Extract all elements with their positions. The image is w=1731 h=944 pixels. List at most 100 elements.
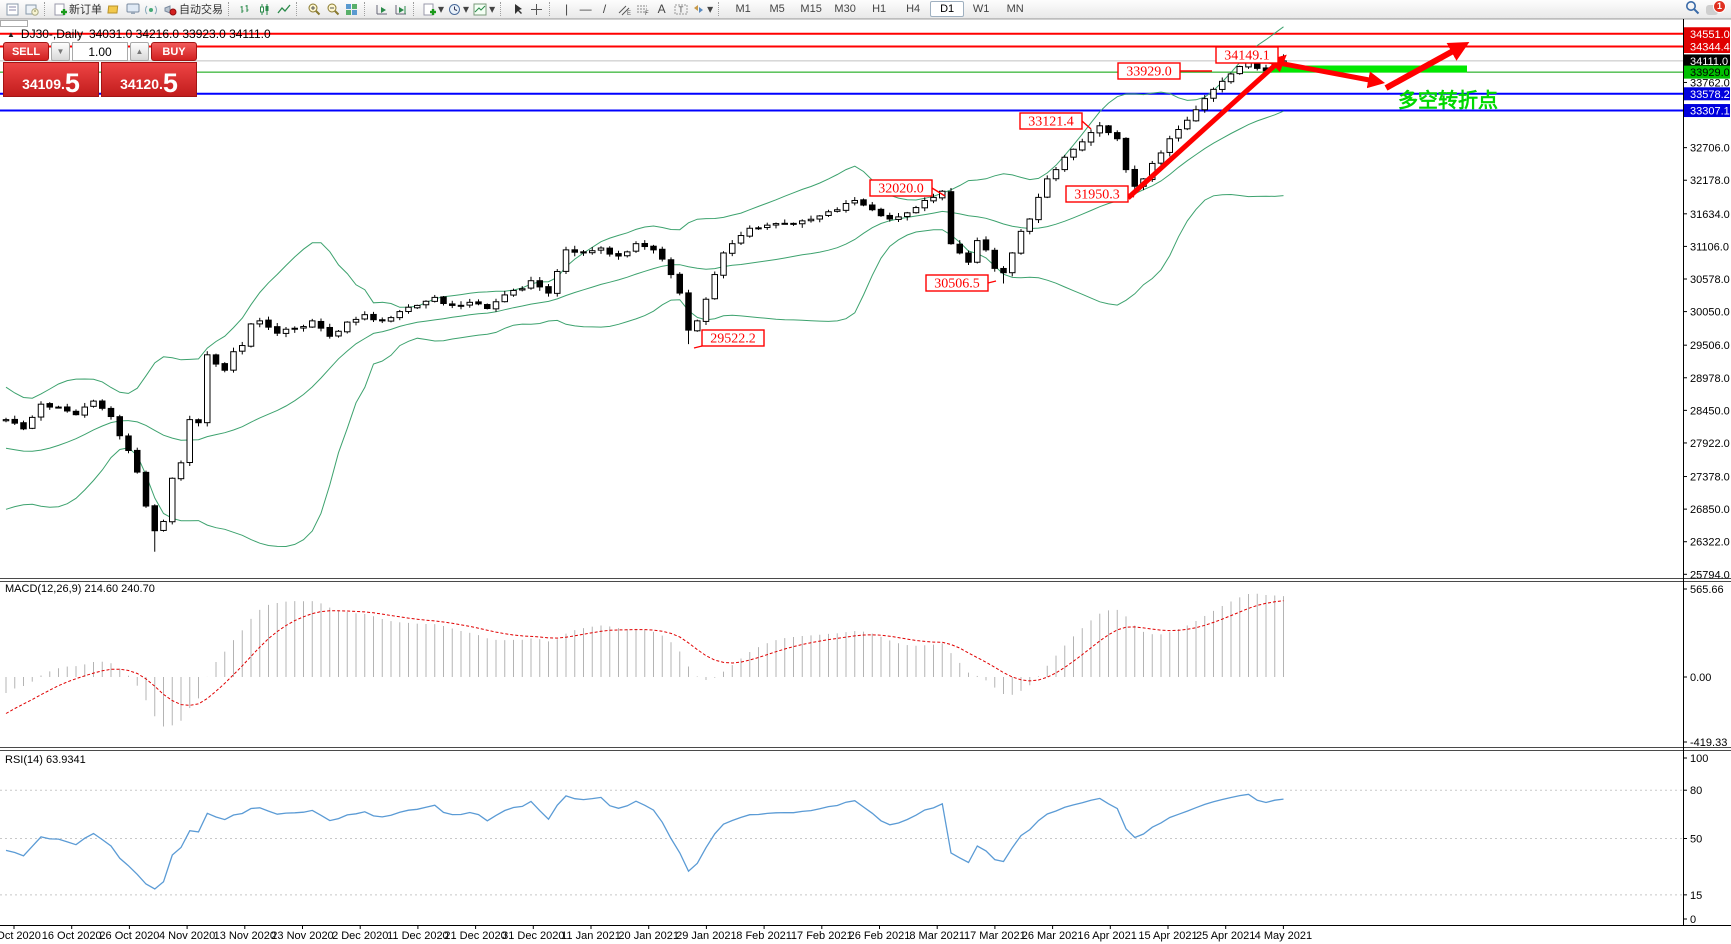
tab-timeframe-m5[interactable]: M5	[769, 3, 785, 15]
bar-chart-icon[interactable]	[236, 1, 255, 18]
annotation-label: 29522.2	[710, 332, 756, 347]
profiles-icon[interactable]	[22, 1, 41, 18]
tab-timeframe-m30[interactable]: M30	[834, 3, 856, 15]
templates-menu[interactable]: ▾	[471, 1, 497, 18]
svg-text:32706.0: 32706.0	[1690, 143, 1730, 155]
svg-text:26 Mar 2021: 26 Mar 2021	[1022, 930, 1084, 942]
symbol-title: DJ30-,Daily	[20, 27, 83, 41]
sell-price: 34109.	[22, 76, 65, 92]
svg-text:23 Nov 2020: 23 Nov 2020	[271, 930, 333, 942]
candlestick-chart-icon[interactable]	[255, 1, 274, 18]
tab-timeframe-mn[interactable]: MN	[1006, 3, 1024, 15]
svg-text:30050.0: 30050.0	[1690, 307, 1730, 319]
annotation-box	[1117, 62, 1181, 80]
chart-drawings[interactable]: 多空转折点	[1126, 42, 1498, 200]
svg-text:21 Dec 2020: 21 Dec 2020	[444, 930, 506, 942]
new-order-button[interactable]: 新订单	[52, 1, 104, 18]
trendline-tool[interactable]: /	[602, 2, 607, 16]
new-chart-icon[interactable]	[3, 1, 22, 18]
svg-text:4 May 2021: 4 May 2021	[1255, 930, 1312, 942]
tab-timeframe-w1[interactable]: W1	[972, 3, 990, 15]
template-icon	[473, 3, 487, 15]
svg-text:27922.0: 27922.0	[1690, 438, 1730, 450]
crosshair-icon[interactable]	[527, 1, 546, 18]
volume-input[interactable]: 1.00	[72, 42, 128, 61]
notifications-button[interactable]: 1	[1706, 0, 1726, 17]
text-tool[interactable]: A	[657, 2, 666, 16]
svg-text:7 Oct 2020: 7 Oct 2020	[0, 930, 41, 942]
svg-text:100: 100	[1690, 753, 1708, 765]
trend-arrow-2	[1267, 58, 1386, 89]
notification-badge: 1	[1713, 0, 1726, 13]
pane-borders	[0, 19, 1731, 926]
tab-timeframe-h1[interactable]: H1	[872, 3, 887, 15]
svg-text:6 Apr 2021: 6 Apr 2021	[1084, 930, 1137, 942]
toolbar-separator	[296, 2, 301, 16]
svg-text:26 Feb 2021: 26 Feb 2021	[849, 930, 911, 942]
volume-decrease-button[interactable]: ▼	[51, 42, 70, 61]
auto-trading-button[interactable]: 自动交易	[161, 1, 225, 18]
turning-point-note: 多空转折点	[1398, 88, 1498, 112]
fibonacci-tool[interactable]: F	[633, 1, 652, 18]
chart-shift-icon[interactable]	[391, 1, 410, 18]
svg-text:25 Apr 2021: 25 Apr 2021	[1196, 930, 1255, 942]
zoom-out-icon[interactable]	[323, 1, 342, 18]
toolbar-separator	[500, 2, 505, 16]
price-axis[interactable]: 33762.0 32706.0 32178.0 31634.0 31106.0 30578…	[1683, 27, 1730, 581]
svg-text:31106.0: 31106.0	[1690, 241, 1729, 253]
buy-price-display[interactable]: 34120. 5	[101, 62, 197, 97]
volume-increase-button[interactable]: ▲	[130, 42, 149, 61]
trend-arrow-3	[1384, 42, 1470, 91]
svg-text:0.00: 0.00	[1690, 672, 1711, 684]
zoom-in-icon[interactable]	[304, 1, 323, 18]
buy-button[interactable]: BUY	[151, 42, 197, 61]
search-icon[interactable]	[1685, 0, 1700, 18]
auto-scroll-icon[interactable]	[372, 1, 391, 18]
vertical-line-tool[interactable]: |	[565, 2, 569, 16]
horizontal-line-tool[interactable]: —	[579, 2, 592, 16]
symbol-info-bar: ▲ DJ30-,Daily 34031.0 34216.0 33923.0 34…	[7, 27, 271, 41]
periods-menu[interactable]: ▾	[446, 1, 471, 18]
indicators-menu[interactable]: ▾	[421, 1, 446, 18]
svg-text:26322.0: 26322.0	[1690, 537, 1730, 549]
cursor-icon[interactable]	[508, 1, 527, 18]
chevron-down-icon: ▾	[707, 2, 714, 16]
tab-timeframe-m15[interactable]: M15	[800, 3, 822, 15]
annotation-label: 31950.3	[1074, 188, 1120, 203]
channel-tool[interactable]: E	[614, 1, 633, 18]
svg-text:8 Feb 2021: 8 Feb 2021	[736, 930, 792, 942]
annotation-label: 34149.1	[1224, 49, 1270, 64]
tab-timeframe-d1[interactable]: D1	[930, 1, 965, 17]
tile-windows-icon[interactable]	[342, 1, 361, 18]
sell-price-display[interactable]: 34109. 5	[3, 62, 99, 97]
new-order-icon	[54, 3, 67, 15]
svg-text:26850.0: 26850.0	[1690, 504, 1730, 516]
terminal-icon[interactable]	[123, 1, 142, 18]
text-label-tool[interactable]: T	[671, 1, 690, 18]
trend-arrow-1	[1126, 54, 1287, 200]
line-chart-icon[interactable]	[274, 1, 293, 18]
chevron-down-icon: ▾	[489, 2, 496, 16]
annotation-box	[701, 329, 765, 347]
tab-timeframe-h4[interactable]: H4	[906, 3, 921, 15]
svg-text:RSI(14) 63.9341: RSI(14) 63.9341	[5, 754, 86, 766]
svg-text:25794.0: 25794.0	[1690, 569, 1730, 581]
tab-timeframe-m1[interactable]: M1	[735, 3, 751, 15]
toolbar-separator	[549, 2, 554, 16]
svg-text:27378.0: 27378.0	[1690, 472, 1730, 484]
collapse-panel-icon[interactable]: ▲	[7, 29, 15, 39]
clock-icon	[449, 3, 461, 15]
market-watch-icon[interactable]	[104, 1, 123, 18]
svg-text:50: 50	[1690, 834, 1702, 846]
chart-scroll-thumb[interactable]	[0, 20, 28, 27]
sell-button[interactable]: SELL	[3, 42, 49, 61]
price-annotations[interactable]: 34149.1 33929.0 33121.4 32020.0 31950.3 30506…	[693, 46, 1279, 349]
shapes-menu[interactable]: ▾	[690, 1, 715, 18]
svg-text:31 Dec 2020: 31 Dec 2020	[502, 930, 564, 942]
support-zone-bar	[1272, 65, 1467, 73]
signal-icon[interactable]	[142, 1, 161, 18]
svg-text:15 Apr 2021: 15 Apr 2021	[1138, 930, 1197, 942]
horizontal-level-lines[interactable]	[0, 32, 1683, 112]
